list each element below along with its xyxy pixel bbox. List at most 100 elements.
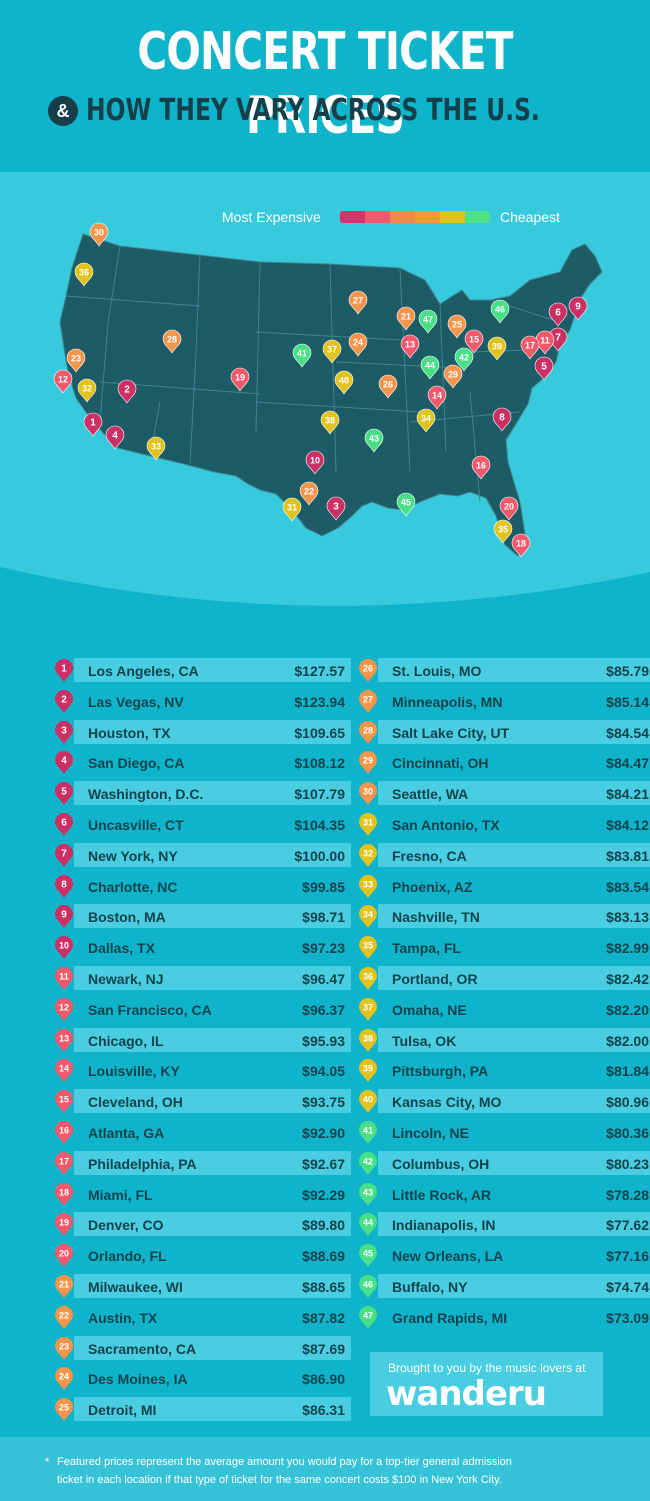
rank-pin: 8 — [55, 874, 73, 898]
map-marker-icon — [359, 1028, 377, 1052]
pin-rank-label: 29 — [363, 756, 373, 766]
map-marker-icon — [418, 309, 438, 334]
map-pin-rank-label: 14 — [432, 391, 442, 401]
city-name: Newark, NJ — [88, 970, 164, 987]
map-marker-icon — [548, 302, 568, 327]
ticket-price: $78.28 — [606, 1186, 649, 1203]
rank-pin: 43 — [359, 1182, 377, 1206]
map-marker-icon — [55, 997, 73, 1021]
ticket-price: $95.93 — [302, 1032, 345, 1049]
pin-rank-label: 31 — [363, 817, 373, 827]
ranking-row-bar: Washington, D.C. $107.79 — [74, 781, 351, 806]
map-pin: 21 — [396, 306, 416, 331]
ranking-row-bar: Cincinnati, OH $84.47 — [378, 750, 650, 774]
city-name: Tampa, FL — [392, 940, 461, 957]
map-pin: 41 — [292, 343, 312, 368]
pin-rank-label: 5 — [61, 787, 67, 798]
map-pin: 47 — [418, 309, 438, 334]
ranking-row: Cincinnati, OH $84.47 29 — [358, 750, 650, 775]
city-name: Houston, TX — [88, 724, 171, 741]
rank-pin: 44 — [359, 1213, 377, 1237]
ranking-row-bar: New Orleans, LA $77.16 — [378, 1243, 650, 1267]
map-marker-icon — [55, 1090, 73, 1114]
ranking-row-bar: Salt Lake City, UT $84.54 — [378, 719, 650, 744]
city-name: San Francisco, CA — [88, 1001, 212, 1018]
rank-pin: 20 — [55, 1244, 73, 1268]
map-marker-icon — [55, 1213, 73, 1237]
city-name: Salt Lake City, UT — [392, 724, 510, 741]
map-pin-rank-label: 37 — [327, 345, 337, 355]
city-name: Buffalo, NY — [392, 1278, 468, 1295]
ranking-row-bar: Fresno, CA $83.81 — [378, 842, 650, 867]
map-marker-icon — [55, 751, 73, 775]
ranking-row: Charlotte, NC $99.85 8 — [54, 874, 351, 898]
ranking-row-bar: Los Angeles, CA $127.57 — [74, 658, 351, 682]
map-pin: 40 — [334, 370, 354, 395]
map-marker-icon — [55, 1182, 73, 1206]
ticket-price: $94.05 — [302, 1063, 345, 1080]
map-pin-rank-label: 18 — [516, 539, 526, 549]
legend-swatch — [365, 211, 390, 223]
ranking-row-bar: Atlanta, GA $92.90 — [74, 1120, 351, 1144]
pin-rank-label: 18 — [59, 1187, 69, 1197]
ticket-price: $82.99 — [606, 940, 649, 957]
ranking-row-bar: Houston, TX $109.65 — [74, 719, 351, 744]
ticket-price: $77.16 — [606, 1248, 649, 1265]
ranking-row: Sacramento, CA $87.69 23 — [54, 1335, 351, 1360]
ranking-row: Lincoln, NE $80.36 41 — [358, 1120, 650, 1144]
map-pin-rank-label: 29 — [448, 370, 458, 380]
map-pin: 6 — [548, 302, 568, 327]
pin-rank-label: 4 — [61, 756, 67, 767]
ranking-row: New York, NY $100.00 7 — [54, 842, 351, 867]
ranking-row-bar: Detroit, MI $86.31 — [74, 1397, 351, 1422]
ranking-row: Chicago, IL $95.93 13 — [54, 1027, 351, 1052]
ranking-row-bar: Lincoln, NE $80.36 — [378, 1120, 650, 1144]
ticket-price: $92.90 — [302, 1124, 345, 1141]
rank-pin: 11 — [55, 966, 73, 990]
pin-rank-label: 24 — [59, 1372, 69, 1382]
ranking-row-bar: Grand Rapids, MI $73.09 — [378, 1305, 650, 1329]
map-pin-rank-label: 24 — [353, 338, 363, 348]
map-pin: 39 — [487, 336, 507, 361]
ranking-row: Newark, NJ $96.47 11 — [54, 965, 351, 990]
ranking-row-bar: Nashville, TN $83.13 — [378, 904, 650, 929]
rank-pin: 46 — [359, 1274, 377, 1298]
map-marker-icon — [55, 936, 73, 960]
ranking-row: Fresno, CA $83.81 32 — [358, 842, 650, 867]
rankings-right-column: St. Louis, MO $85.79 26 Minneapolis, MN $85.… — [358, 658, 650, 1336]
map-marker-icon — [89, 222, 109, 247]
map-pin: 33 — [146, 436, 166, 461]
map-pin-rank-label: 30 — [94, 228, 104, 238]
city-name: Philadelphia, PA — [88, 1155, 197, 1172]
footer: * Featured prices represent the average … — [0, 1437, 650, 1501]
footnote-asterisk: * — [45, 1456, 50, 1468]
map-pin: 13 — [400, 334, 420, 359]
ticket-price: $82.20 — [606, 1001, 649, 1018]
ranking-row-bar: Dallas, TX $97.23 — [74, 935, 351, 959]
map-marker-icon — [326, 496, 346, 521]
ticket-price: $77.62 — [606, 1217, 649, 1234]
map-pin-rank-label: 17 — [525, 341, 535, 351]
map-marker-icon — [55, 1244, 73, 1268]
city-name: Louisville, KY — [88, 1063, 180, 1080]
ranking-row-bar: Minneapolis, MN $85.14 — [378, 689, 650, 713]
map-pin: 19 — [230, 367, 250, 392]
ranking-row-bar: Indianapolis, IN $77.62 — [378, 1212, 650, 1237]
pin-rank-label: 39 — [363, 1064, 373, 1074]
map-pin-rank-label: 11 — [540, 336, 550, 346]
map-marker-icon — [66, 348, 86, 373]
ranking-row-bar: Denver, CO $89.80 — [74, 1212, 351, 1237]
map-marker-icon — [55, 966, 73, 990]
pin-rank-label: 37 — [363, 1002, 373, 1012]
pin-rank-label: 3 — [61, 725, 67, 736]
city-name: Des Moines, IA — [88, 1371, 188, 1388]
ranking-row: Denver, CO $89.80 19 — [54, 1212, 351, 1237]
city-name: Fresno, CA — [392, 847, 467, 864]
map-pin: 35 — [493, 519, 513, 544]
ticket-price: $73.09 — [606, 1309, 649, 1326]
rank-pin: 9 — [55, 905, 73, 929]
map-marker-icon — [378, 374, 398, 399]
ticket-price: $85.14 — [606, 693, 649, 710]
pin-rank-label: 7 — [61, 848, 67, 859]
map-pin-rank-label: 13 — [405, 340, 415, 350]
